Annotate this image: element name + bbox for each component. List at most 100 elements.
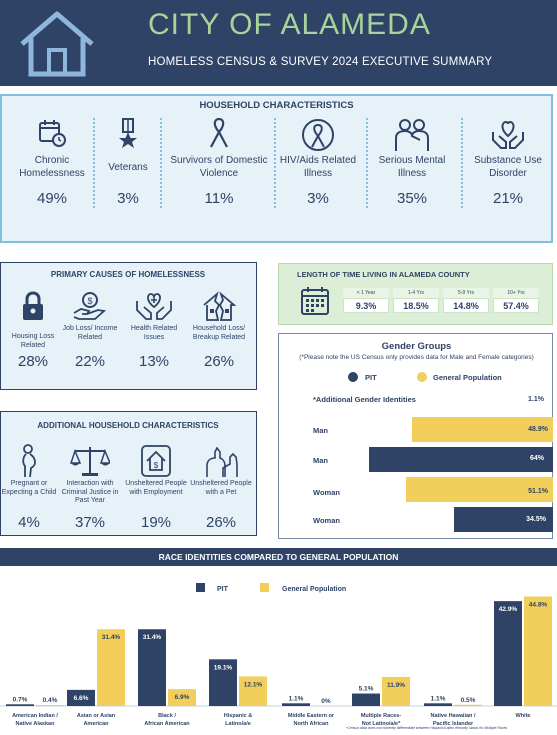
bar-general bbox=[454, 704, 482, 706]
bar-value-label: 31.4% bbox=[102, 634, 121, 641]
household-label: Veterans bbox=[108, 162, 148, 173]
bar-general bbox=[97, 629, 125, 706]
additional-value: 19% bbox=[140, 514, 172, 531]
additional-item-pregnant: Pregnant or Expecting a Child 4% bbox=[0, 444, 61, 531]
gender-bar bbox=[453, 507, 553, 532]
household-value: 35% bbox=[396, 190, 428, 207]
pregnant-icon bbox=[22, 444, 36, 478]
gender-note: (*Please note the US Census only provide… bbox=[299, 354, 534, 361]
legend-pit-swatch bbox=[196, 583, 205, 592]
cause-item-job-loss: $ Job Loss/ Income Related 22% bbox=[60, 291, 120, 370]
household-characteristics-panel: HOUSEHOLD CHARACTERISTICS Chronic Homele… bbox=[0, 94, 553, 243]
additional-item-criminal-justice: Interaction with Criminal Justice in Pas… bbox=[58, 444, 122, 531]
legend-general-label: General Population bbox=[433, 373, 502, 382]
people-support-icon bbox=[395, 119, 429, 151]
household-item-chronic: Chronic Homelessness 49% bbox=[12, 118, 92, 207]
bar-value-label: 0.4% bbox=[43, 697, 58, 704]
calendar-icon bbox=[301, 287, 329, 315]
length-column-label: 10+ Yrs bbox=[493, 288, 539, 298]
length-column-value: 18.5% bbox=[393, 298, 439, 313]
cause-value: 26% bbox=[203, 353, 235, 370]
health-hands-icon bbox=[136, 293, 172, 320]
bar-general bbox=[524, 596, 552, 706]
cause-value: 13% bbox=[138, 353, 170, 370]
primary-causes-panel: PRIMARY CAUSES OF HOMELESSNESS Housing L… bbox=[0, 262, 257, 390]
household-value: 3% bbox=[307, 190, 329, 207]
household-value: 3% bbox=[117, 190, 139, 207]
cause-value: 28% bbox=[17, 353, 49, 370]
scales-icon bbox=[70, 447, 110, 476]
bar-value-label: 5.1% bbox=[359, 686, 374, 693]
page-title: CITY OF ALAMEDA bbox=[148, 8, 431, 41]
broken-house-icon bbox=[203, 291, 236, 321]
bar-general bbox=[382, 676, 410, 706]
additional-label: Pregnant or Expecting a Child bbox=[1, 480, 57, 496]
category-label: North African bbox=[294, 721, 330, 726]
gender-groups-panel: Gender Groups (*Please note the US Censu… bbox=[278, 333, 553, 539]
legend-pit-swatch bbox=[348, 372, 358, 382]
category-label: African American bbox=[144, 721, 190, 726]
bar-value-label: 6.6% bbox=[74, 695, 89, 702]
bar-value-label: 11.9% bbox=[387, 682, 405, 689]
length-column-value: 14.8% bbox=[443, 298, 489, 313]
household-label: Serious Mental Illness bbox=[378, 155, 446, 179]
household-label: Substance Use Disorder bbox=[474, 155, 542, 179]
additional-characteristics-panel: ADDITIONAL HOUSEHOLD CHARACTERISTICS Pre… bbox=[0, 411, 257, 536]
category-label: White bbox=[516, 713, 531, 719]
additional-label: Interaction with Criminal Justice in Pas… bbox=[61, 480, 119, 504]
category-label: Pacific Islander bbox=[433, 721, 474, 726]
additional-value: 26% bbox=[205, 514, 237, 531]
household-title: HOUSEHOLD CHARACTERISTICS bbox=[199, 100, 354, 111]
svg-text:$: $ bbox=[154, 461, 159, 470]
category-label: Asian or Asian bbox=[77, 713, 116, 719]
household-value: 49% bbox=[36, 190, 68, 207]
cause-label: Housing Loss Related bbox=[11, 333, 55, 349]
category-label: Not Latino/a/e* bbox=[362, 721, 401, 726]
medal-icon bbox=[119, 118, 137, 148]
legend-general-label: General Population bbox=[282, 586, 346, 593]
divider bbox=[93, 118, 95, 208]
additional-value: 4% bbox=[18, 514, 40, 531]
cause-item-health: Health Related Issues 13% bbox=[124, 291, 184, 370]
length-column: 10+ Yrs 57.4% bbox=[493, 288, 539, 313]
pets-icon bbox=[206, 446, 238, 477]
money-hand-icon: $ bbox=[73, 292, 107, 320]
bar-pit bbox=[138, 629, 166, 706]
legend-pit-label: PIT bbox=[217, 586, 229, 593]
bar-value-label: 12.1% bbox=[244, 681, 263, 688]
legend-pit-label: PIT bbox=[365, 373, 377, 382]
bar-general bbox=[239, 676, 267, 706]
category-label: Native Hawaiian / bbox=[431, 713, 476, 719]
length-column-value: 57.4% bbox=[493, 298, 539, 313]
gender-value: 34.5% bbox=[526, 516, 546, 523]
length-title: LENGTH OF TIME LIVING IN ALAMEDA COUNTY bbox=[297, 270, 470, 279]
cause-item-housing: Housing Loss Related 28% bbox=[3, 291, 63, 370]
gender-row-label: *Additional Gender Identities bbox=[313, 395, 416, 404]
bar-value-label: 1.1% bbox=[431, 695, 446, 702]
gender-bar bbox=[412, 417, 553, 442]
ribbon-icon bbox=[210, 118, 228, 148]
divider bbox=[274, 118, 276, 208]
bar-pit bbox=[282, 703, 310, 706]
household-label: Chronic Homelessness bbox=[19, 155, 85, 179]
household-item-substance-use: Substance Use Disorder 21% bbox=[466, 118, 550, 207]
gender-title: Gender Groups bbox=[381, 341, 452, 352]
heart-hands-icon bbox=[492, 120, 524, 149]
primary-causes-title: PRIMARY CAUSES OF HOMELESSNESS bbox=[50, 270, 206, 279]
divider bbox=[461, 118, 463, 208]
cause-label: Health Related Issues bbox=[130, 325, 178, 341]
length-column-label: 1-4 Yrs bbox=[393, 288, 439, 298]
house-icon bbox=[20, 11, 94, 77]
household-label: Survivors of Domestic Violence bbox=[170, 155, 268, 179]
gender-value: 1.1% bbox=[528, 396, 544, 403]
household-item-domestic-violence: Survivors of Domestic Violence 11% bbox=[165, 118, 273, 207]
cause-label: Job Loss/ Income Related bbox=[62, 325, 118, 341]
bar-pit bbox=[209, 659, 237, 706]
length-column-label: 5-9 Yrs bbox=[443, 288, 489, 298]
bar-value-label: 31.4% bbox=[143, 634, 162, 641]
bar-value-label: 44.8% bbox=[529, 601, 548, 608]
cause-item-household-loss: Household Loss/ Breakup Related 26% bbox=[189, 291, 249, 370]
bar-pit bbox=[494, 601, 522, 706]
lock-icon bbox=[23, 291, 43, 320]
race-banner: RACE IDENTITIES COMPARED TO GENERAL POPU… bbox=[0, 548, 557, 566]
